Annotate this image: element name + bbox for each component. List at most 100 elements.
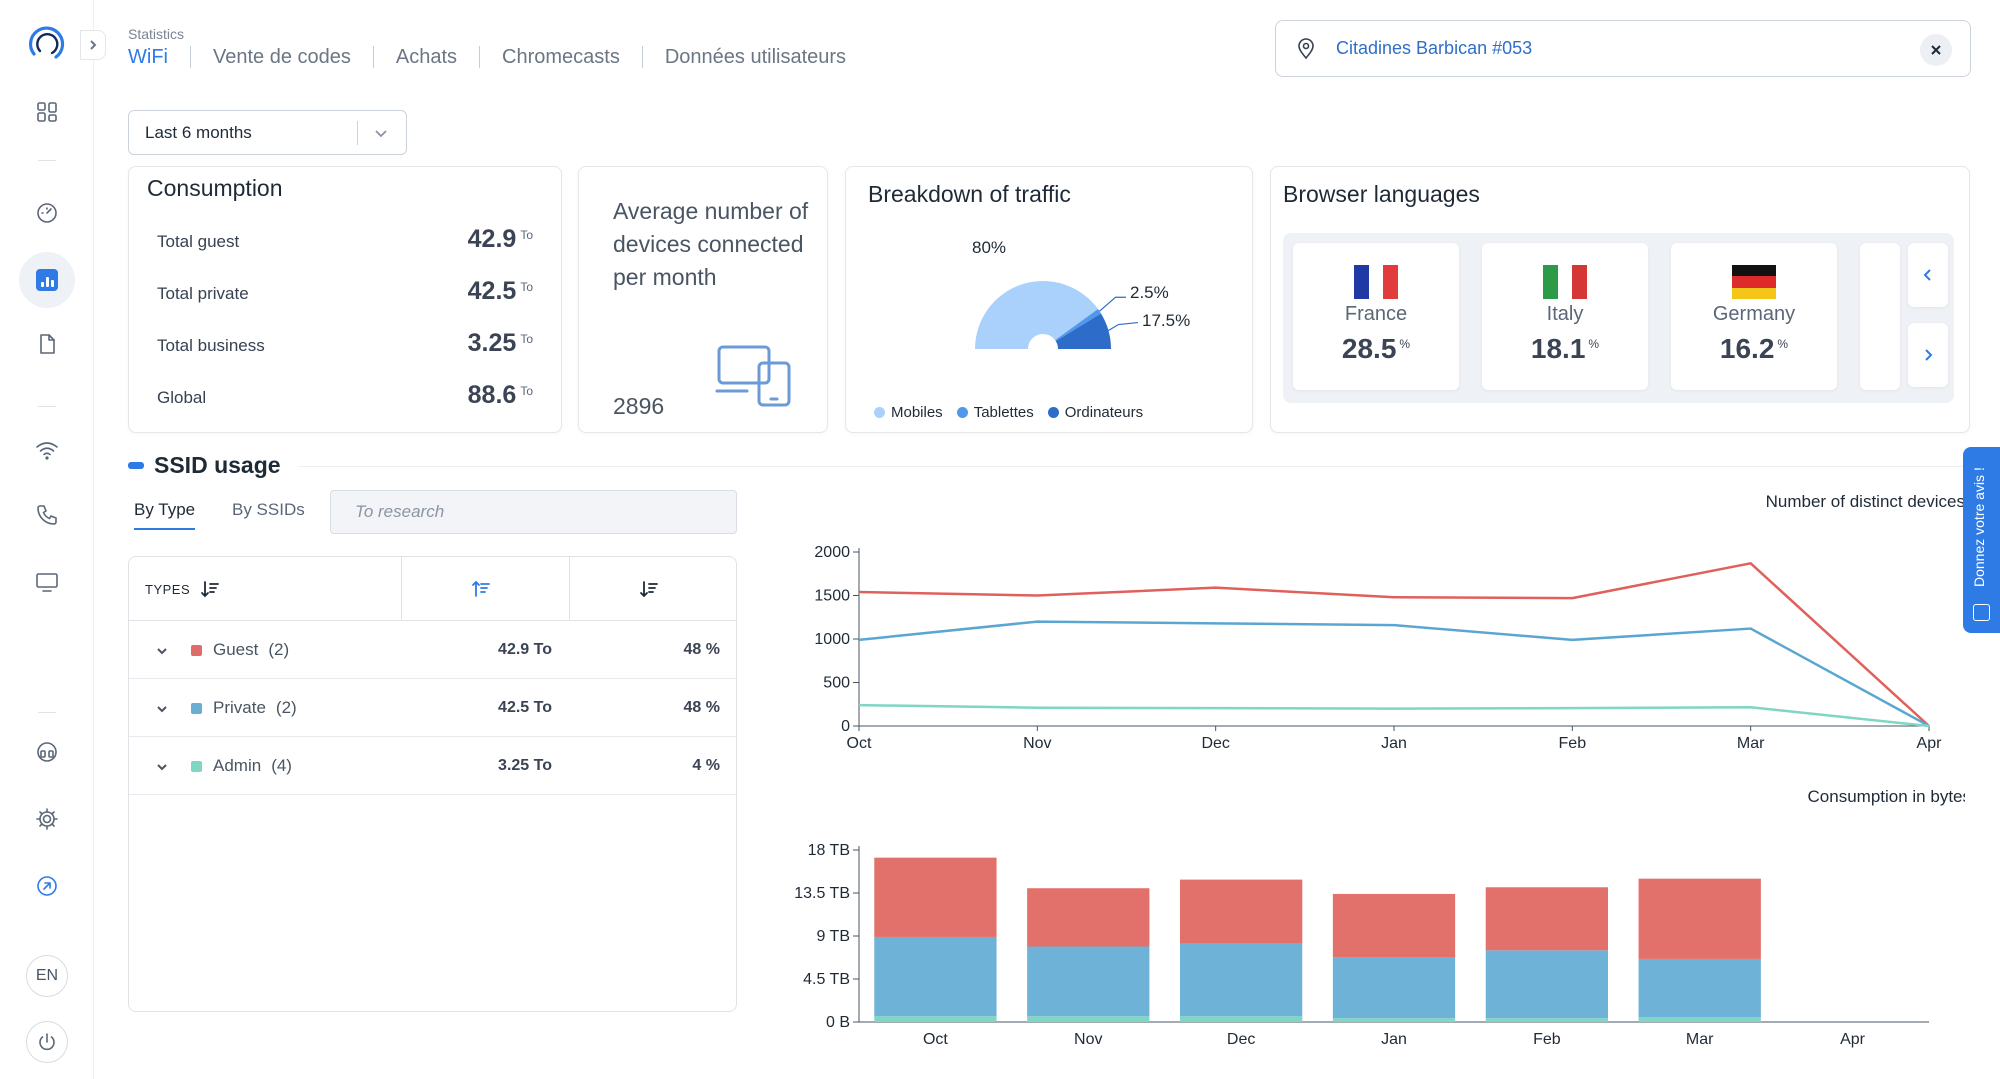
type-color-swatch xyxy=(191,645,202,656)
language-card-italy: Italy 18.1% xyxy=(1482,243,1648,390)
type-color-swatch xyxy=(191,761,202,772)
sort-desc-icon xyxy=(639,579,659,599)
consumption-value: 88.6 xyxy=(467,381,517,409)
carousel-prev-button[interactable] xyxy=(1908,243,1948,307)
x-tick-label: Feb xyxy=(1533,1031,1561,1048)
average-devices-value: 2896 xyxy=(613,393,665,419)
type-name: Private (2) xyxy=(213,697,297,717)
language-card-partial xyxy=(1860,243,1900,390)
tablettes-pct-label: 2.5% xyxy=(1130,283,1169,302)
external-link-icon xyxy=(37,876,57,896)
table-row[interactable]: Private (2) 42.5 To 48 % xyxy=(129,679,736,737)
brand-logo[interactable] xyxy=(26,24,66,64)
consumption-unit: To xyxy=(520,384,533,398)
expand-row-icon[interactable] xyxy=(155,643,169,663)
close-icon xyxy=(1931,45,1941,55)
location-pin-icon xyxy=(1294,37,1318,61)
clear-location-button[interactable] xyxy=(1920,34,1952,66)
sidebar-separator xyxy=(38,712,56,713)
expand-row-icon[interactable] xyxy=(155,701,169,721)
series-line-0 xyxy=(858,562,1930,727)
tab-donnees-utilisateurs[interactable]: Données utilisateurs xyxy=(641,46,868,68)
bar-segment-0 xyxy=(1027,1016,1150,1022)
location-selector[interactable]: Citadines Barbican #053 xyxy=(1275,20,1971,77)
table-row[interactable]: Guest (2) 42.9 To 48 % xyxy=(129,621,736,679)
table-row[interactable]: Admin (4) 3.25 To 4 % xyxy=(129,737,736,795)
gauge-mobiles-slice xyxy=(975,281,1099,349)
italy-flag-icon xyxy=(1543,265,1588,299)
consumption-unit: To xyxy=(520,280,533,294)
consumption-row-business: Total business 3.25 To xyxy=(157,329,533,358)
sidebar: EN xyxy=(0,0,106,1079)
tab-achats[interactable]: Achats xyxy=(372,46,479,68)
sidebar-item-monitor[interactable] xyxy=(22,557,72,607)
sidebar-item-settings[interactable] xyxy=(22,794,72,844)
subtab-by-type[interactable]: By Type xyxy=(134,500,196,530)
type-percentage: 48 % xyxy=(683,640,720,658)
type-consumption: 42.9 To xyxy=(498,640,552,658)
type-consumption: 42.5 To xyxy=(498,698,552,716)
tablettes-leader-line xyxy=(1099,296,1126,312)
y-tick-label: 18 TB xyxy=(808,842,850,859)
consumption-value: 3.25 xyxy=(467,329,517,357)
languages-title: Browser languages xyxy=(1283,181,1480,207)
sidebar-item-phone[interactable] xyxy=(22,490,72,540)
sidebar-item-document[interactable] xyxy=(22,319,72,369)
tab-chromecasts[interactable]: Chromecasts xyxy=(479,46,642,68)
ssid-search-input[interactable] xyxy=(330,490,737,534)
column-value-sort[interactable] xyxy=(461,557,491,621)
legend-item-mobiles: Mobiles xyxy=(874,404,943,421)
bar-segment-2 xyxy=(1485,887,1608,951)
period-select[interactable]: Last 6 months xyxy=(128,110,407,155)
bar-segment-1 xyxy=(1332,957,1456,1019)
chevron-right-icon xyxy=(90,40,97,50)
ordinateurs-pct-label: 17.5% xyxy=(1142,311,1190,330)
column-divider xyxy=(569,557,570,621)
y-tick-label: 1500 xyxy=(814,588,850,605)
sidebar-item-dashboard[interactable] xyxy=(22,87,72,137)
traffic-title: Breakdown of traffic xyxy=(868,181,1071,207)
subtab-by-ssids[interactable]: By SSIDs xyxy=(232,500,305,519)
y-tick-label: 4.5 TB xyxy=(803,971,850,988)
sidebar-item-external[interactable] xyxy=(22,861,72,911)
expand-sidebar-button[interactable] xyxy=(80,30,106,60)
tab-wifi[interactable]: WiFi xyxy=(128,46,168,68)
feedback-tab[interactable]: Donnez votre avis ! xyxy=(1963,447,2000,633)
language-pct: 16.2% xyxy=(1719,333,1789,364)
bar-segment-2 xyxy=(1638,878,1761,959)
section-marker xyxy=(128,462,144,469)
bar-segment-1 xyxy=(874,936,997,1017)
x-tick-label: Feb xyxy=(1559,735,1587,752)
x-tick-label: Nov xyxy=(1074,1031,1102,1048)
logout-button[interactable] xyxy=(26,1021,68,1063)
consumption-unit: To xyxy=(520,228,533,242)
consumption-card: Consumption Total guest 42.9 To Total pri… xyxy=(128,166,562,433)
sidebar-item-support[interactable] xyxy=(22,727,72,777)
column-pct-sort[interactable] xyxy=(629,557,659,621)
tab-vente-de-codes[interactable]: Vente de codes xyxy=(189,46,373,68)
languages-carousel: France 28.5% Italy 18.1% Germany 16.2% xyxy=(1283,233,1954,403)
sidebar-item-gauge[interactable] xyxy=(22,188,72,238)
consumption-unit: To xyxy=(520,332,533,346)
devices-icon xyxy=(715,343,795,409)
ordinateurs-leader-line xyxy=(1108,321,1139,332)
sidebar-item-wifi[interactable] xyxy=(22,425,72,475)
language-button[interactable]: EN xyxy=(26,955,68,997)
sidebar-item-statistics[interactable] xyxy=(19,252,75,308)
gauge-icon xyxy=(37,203,57,223)
bar-segment-0 xyxy=(1638,1017,1761,1022)
chart-title: Consumption in bytes xyxy=(1808,787,1965,806)
bar-segment-0 xyxy=(1332,1018,1456,1022)
bar-chart-icon xyxy=(36,269,58,291)
column-types-header[interactable]: TYPES xyxy=(145,557,220,621)
consumption-row-private: Total private 42.5 To xyxy=(157,277,533,306)
bar-segment-1 xyxy=(1027,946,1150,1017)
section-divider xyxy=(298,466,1970,467)
expand-row-icon[interactable] xyxy=(155,759,169,779)
carousel-next-button[interactable] xyxy=(1908,323,1948,387)
languages-card: Browser languages France 28.5% Italy 18.… xyxy=(1270,166,1970,433)
language-pct: 18.1% xyxy=(1530,333,1600,364)
consumption-row-global: Global 88.6 To xyxy=(157,381,533,410)
document-icon xyxy=(40,334,55,354)
location-name: Citadines Barbican #053 xyxy=(1336,38,1533,58)
